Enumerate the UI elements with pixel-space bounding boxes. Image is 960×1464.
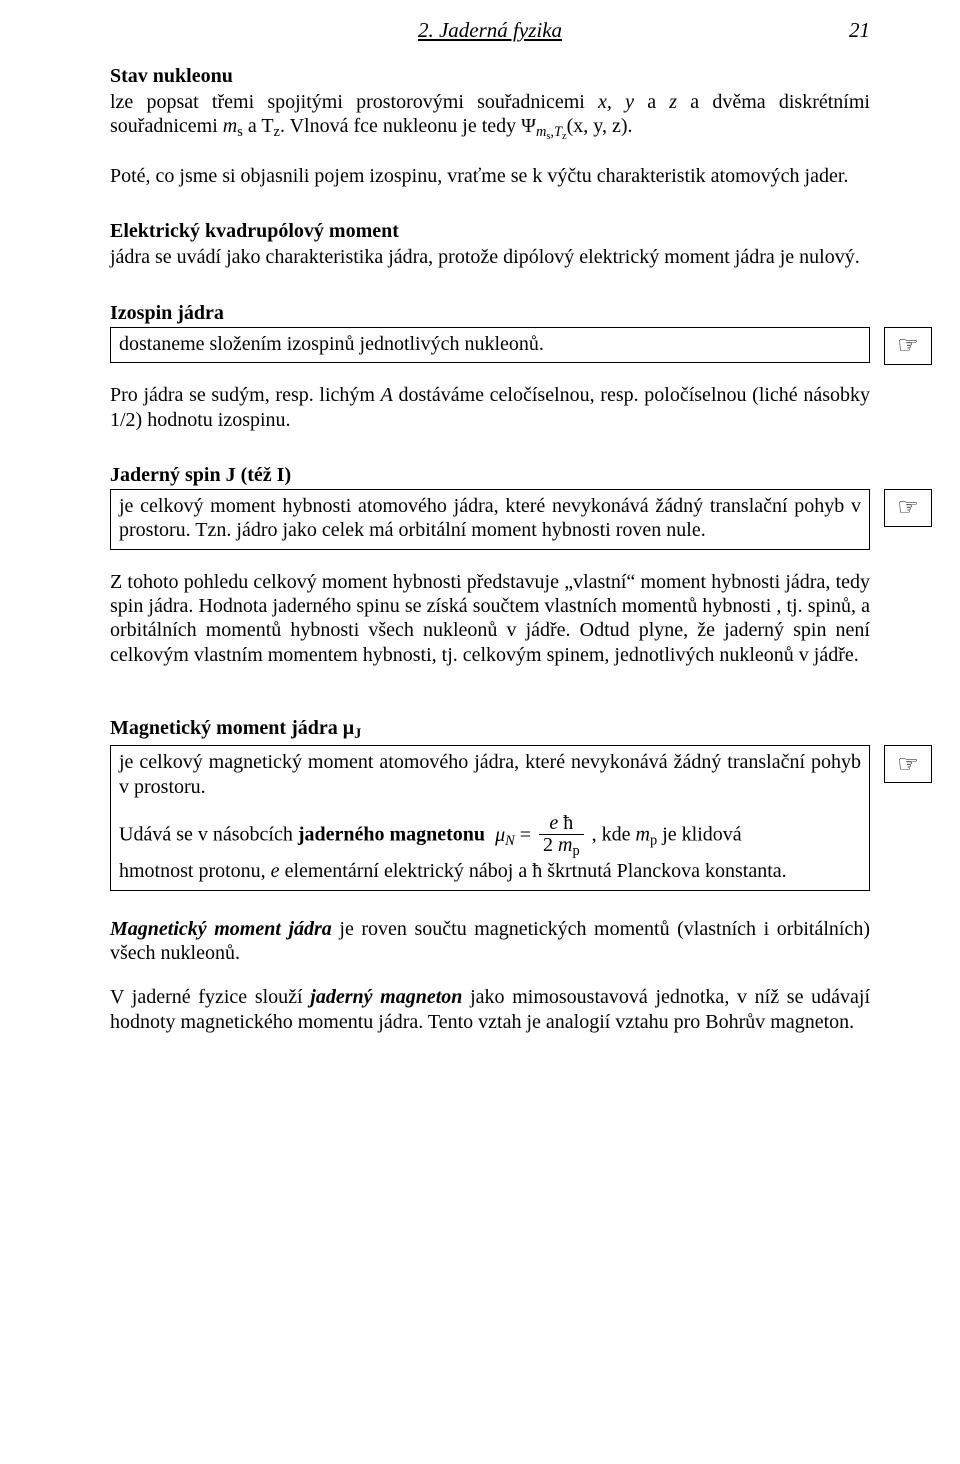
t: =	[515, 824, 536, 846]
heading-spin: Jaderný spin J (též I)	[110, 464, 870, 487]
t: m	[636, 824, 650, 846]
header-title: 2. Jaderná fyzika	[418, 18, 562, 42]
box-spin-text: je celkový moment hybnosti atomového jád…	[110, 489, 870, 550]
t: p	[572, 843, 579, 859]
t: Magnetický moment jádra	[110, 918, 332, 940]
heading-stav: Stav nukleonu	[110, 65, 870, 88]
running-header: 2. Jaderná fyzika 21	[110, 18, 870, 43]
t: 2	[543, 834, 558, 856]
heading-kvadrupol: Elektrický kvadrupólový moment	[110, 220, 870, 243]
box-spin: je celkový moment hybnosti atomového jád…	[110, 489, 870, 550]
box-magmoment-p2: Udává se v násobcích jaderného magnetonu…	[119, 813, 861, 859]
para-spin: Z tohoto pohledu celkový moment hybnosti…	[110, 570, 870, 668]
t: Magnetický moment jádra μ	[110, 717, 354, 739]
box-magmoment-p1: je celkový magnetický moment atomového j…	[119, 750, 861, 799]
t: V jaderné fyzice slouží	[110, 986, 310, 1008]
spacer	[119, 799, 861, 813]
frac-num: e ħ	[539, 813, 584, 835]
para-magmoment-3: V jaderné fyzice slouží jaderný magneton…	[110, 985, 870, 1034]
t: hmotnost protonu,	[119, 860, 271, 882]
t: Ψ	[521, 115, 536, 137]
para-izospin: Pro jádra se sudým, resp. lichým A dostá…	[110, 383, 870, 432]
box-izospin-text: dostaneme složením izospinů jednotlivých…	[110, 327, 870, 363]
box-izospin: dostaneme složením izospinů jednotlivých…	[110, 327, 870, 363]
t: z	[669, 91, 677, 113]
box-magmoment-content: je celkový magnetický moment atomového j…	[110, 745, 870, 890]
fraction: e ħ2 mp	[539, 813, 584, 859]
para-magmoment-2: Magnetický moment jádra je roven součtu …	[110, 917, 870, 966]
heading-izospin: Izospin jádra	[110, 302, 870, 325]
t: Pro jádra se sudým, resp. lichým	[110, 384, 381, 406]
t: a	[634, 91, 669, 113]
t: T	[554, 124, 562, 140]
t: je klidová	[657, 824, 741, 846]
box-magmoment-p3: hmotnost protonu, e elementární elektric…	[119, 859, 861, 883]
t: .	[628, 115, 633, 137]
hand-icon: ☞	[884, 327, 932, 365]
t: jaderného magnetonu	[298, 824, 485, 846]
t: jaderný magneton	[310, 986, 462, 1008]
header-page-number: 21	[849, 18, 870, 43]
t: μ	[495, 824, 505, 846]
t: a T	[243, 115, 274, 137]
t: . Vlnová fce nukleonu je tedy	[280, 115, 521, 137]
t: N	[505, 833, 515, 849]
t: škrtnutá Planckova konstanta.	[542, 860, 786, 882]
t: ms,Tz	[536, 124, 567, 140]
t: lze popsat třemi spojitými prostorovými …	[110, 91, 598, 113]
t: (x, y, z)	[567, 115, 628, 137]
formula-magneton: μN = e ħ2 mp	[490, 824, 592, 846]
t: m	[536, 124, 546, 140]
frac-den: 2 mp	[539, 835, 584, 859]
t: ħ	[563, 812, 573, 834]
hand-icon: ☞	[884, 489, 932, 527]
t: elementární elektrický náboj a	[280, 860, 533, 882]
t: J	[354, 726, 361, 742]
t: m	[558, 834, 572, 856]
t: x, y	[598, 91, 634, 113]
t: , kde	[592, 824, 636, 846]
para-stav-2: Poté, co jsme si objasnili pojem izospin…	[110, 164, 870, 188]
page: 2. Jaderná fyzika 21 Stav nukleonu lze p…	[0, 0, 960, 1464]
box-magmoment: je celkový magnetický moment atomového j…	[110, 745, 870, 890]
heading-magmoment: Magnetický moment jádra μJ	[110, 717, 870, 743]
t: m	[223, 115, 237, 137]
para-kvadrupol: jádra se uvádí jako charakteristika jádr…	[110, 245, 870, 269]
formula-psi: Ψms,Tz(x, y, z)	[521, 115, 627, 137]
t: Udává se v násobcích	[119, 824, 298, 846]
t: A	[381, 384, 393, 406]
t: ħ	[532, 860, 542, 882]
t: e	[271, 860, 280, 882]
hand-icon: ☞	[884, 745, 932, 783]
t: e	[549, 812, 563, 834]
para-stav-1: lze popsat třemi spojitými prostorovými …	[110, 90, 870, 144]
